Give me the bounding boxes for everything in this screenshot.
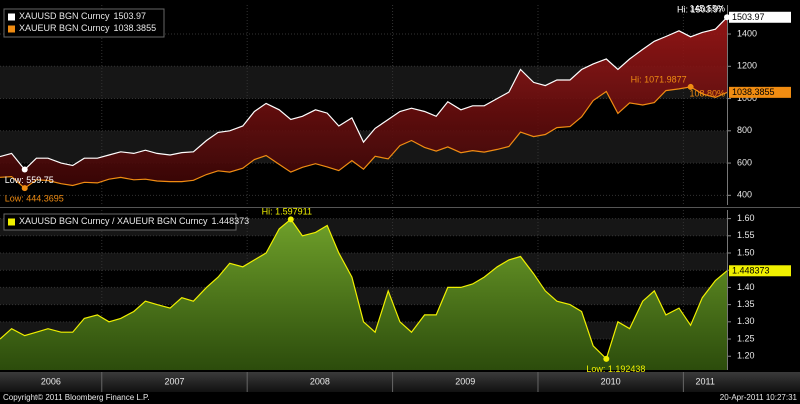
legend-swatch — [8, 25, 15, 33]
legend-name: XAUEUR BGN Curncy — [19, 23, 110, 33]
annotation: Hi: 1.597911 — [262, 207, 312, 217]
change-label: 108.80% — [689, 89, 725, 99]
legend-label: XAUEUR BGN Curncy 1038.3855 — [19, 23, 156, 33]
last-value-tag — [729, 86, 791, 98]
extreme-marker — [687, 83, 694, 90]
legend-box — [3, 213, 237, 231]
x-axis-band — [0, 372, 800, 392]
extreme-marker — [287, 216, 294, 223]
annotation: Low: 1.192438 — [586, 364, 645, 374]
y-tick-label: 1.30 — [737, 316, 755, 326]
y-tick-label: 1.20 — [737, 351, 755, 361]
annotation: Hi: 1503.97 — [677, 5, 723, 15]
legend-value: 1038.3855 — [114, 23, 157, 33]
y-tick-label: 1400 — [737, 28, 757, 38]
y-tick-label: 1.60 — [737, 213, 755, 223]
annotation: Hi: 1071.9877 — [631, 74, 687, 84]
legend-label: XAUUSD BGN Curncy / XAUEUR BGN Curncy 1.4… — [19, 216, 249, 226]
legend: XAUUSD BGN Curncy / XAUEUR BGN Curncy 1.4… — [3, 213, 249, 231]
legend-swatch — [8, 218, 15, 226]
area-fill — [0, 219, 727, 370]
y-tick-label: 1.35 — [737, 299, 755, 309]
x-tick-label: 2010 — [601, 376, 621, 386]
timestamp: 20-Apr-2011 10:27:31 — [720, 393, 798, 402]
y-tick-label: 1.50 — [737, 247, 755, 257]
y-tick-label: 1000 — [737, 93, 757, 103]
extreme-marker — [21, 185, 28, 192]
grid-band — [0, 287, 727, 305]
y-tick-label: 1.55 — [737, 230, 755, 240]
series-line — [0, 86, 728, 189]
legend-swatch — [8, 13, 15, 21]
y-tick-label: 600 — [737, 157, 752, 167]
legend-value: 1.448373 — [212, 216, 250, 226]
legend-name: XAUUSD BGN Curncy / XAUEUR BGN Curncy — [19, 216, 208, 226]
last-value-tag — [729, 265, 791, 277]
extreme-marker — [724, 14, 730, 21]
x-tick-label: 2009 — [455, 376, 475, 386]
series-line — [0, 16, 728, 171]
x-tick-label: 2008 — [310, 376, 330, 386]
last-value-label: 1503.97 — [732, 12, 765, 22]
legend-box — [3, 8, 165, 38]
x-tick-label: 2007 — [164, 376, 184, 386]
annotation: Low: 559.75 — [5, 175, 54, 185]
y-tick-label: 400 — [737, 190, 752, 200]
extreme-marker — [21, 166, 28, 173]
y-tick-label: 1.40 — [737, 282, 755, 292]
legend: XAUUSD BGN Curncy 1503.97 XAUEUR BGN Curnc… — [3, 8, 165, 38]
copyright: Copyright© 2011 Bloomberg Finance L.P. — [3, 393, 150, 402]
last-value-tag — [729, 11, 791, 23]
y-tick-label: 1200 — [737, 61, 757, 71]
change-label: 145.55% — [689, 4, 725, 14]
x-tick-label: 2006 — [41, 376, 61, 386]
legend-name: XAUUSD BGN Curncy — [19, 11, 110, 21]
x-tick-label: 2011 — [696, 376, 715, 386]
legend-label: XAUUSD BGN Curncy 1503.97 — [19, 11, 146, 21]
last-value-label: 1.448373 — [732, 266, 770, 276]
grid-band — [0, 253, 727, 271]
legend-value: 1503.97 — [114, 11, 147, 21]
last-value-label: 1038.3855 — [732, 87, 775, 97]
y-tick-label: 800 — [737, 125, 752, 135]
annotation: Low: 444.3695 — [5, 194, 64, 204]
extreme-marker — [603, 355, 610, 362]
y-tick-label: 1.25 — [737, 333, 755, 343]
spread-fill — [0, 17, 727, 189]
